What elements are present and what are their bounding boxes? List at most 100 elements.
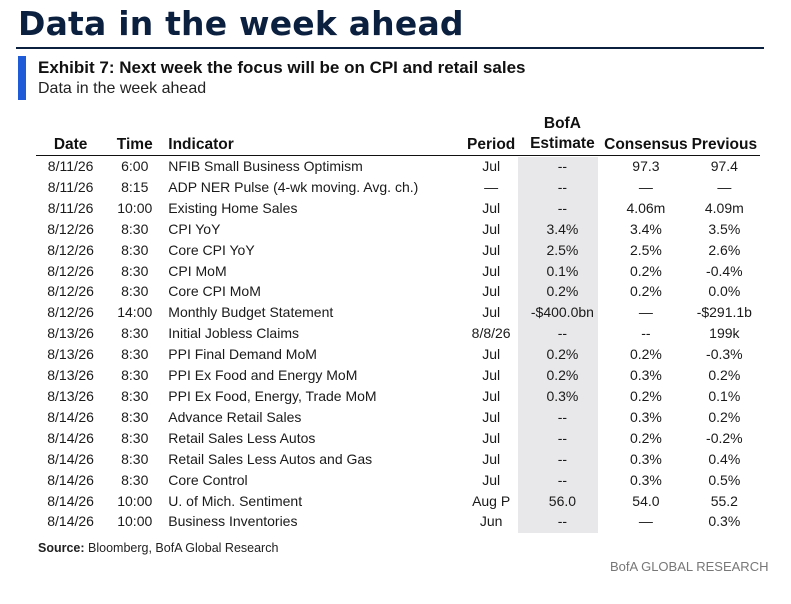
cell-previous: -0.2%	[706, 429, 743, 446]
cell-consensus: —	[638, 178, 653, 195]
cell-consensus: —	[638, 513, 653, 530]
cell-consensus: 54.0	[632, 492, 660, 509]
table-row: 8/13/26 8:30 PPI Ex Food, Energy, Trade Mo…	[36, 386, 760, 407]
cell-time: 8:15	[121, 178, 149, 195]
cell-previous: 0.4%	[708, 450, 741, 467]
cell-time: 8:30	[121, 241, 149, 258]
cell-time: 10:00	[117, 199, 153, 216]
cell-date: 8/13/26	[47, 387, 94, 404]
cell-date: 8/13/26	[47, 346, 94, 363]
cell-date: 8/14/26	[47, 471, 94, 488]
header-bofa-line1: BofA	[543, 115, 581, 132]
cell-consensus: 0.2%	[629, 429, 662, 446]
cell-previous: —	[717, 178, 732, 195]
cell-date: 8/12/26	[47, 241, 94, 258]
table-row: 8/14/26 10:00 U. of Mich. Sentiment Aug P 56…	[36, 491, 760, 512]
cell-date: 8/11/26	[47, 178, 94, 195]
cell-consensus: 0.3%	[629, 367, 662, 384]
cell-consensus: --	[641, 325, 651, 342]
cell-date: 8/14/26	[47, 513, 94, 530]
table-row: 8/12/26 8:30 Core CPI MoM Jul 0.2% 0.2% 0.0%	[36, 281, 760, 302]
cell-previous: 3.5%	[708, 220, 741, 237]
cell-previous: 97.4	[710, 158, 738, 174]
cell-period: Jul	[482, 346, 501, 363]
cell-indicator: PPI Ex Food, Energy, Trade MoM	[168, 387, 377, 404]
title-divider	[16, 47, 764, 49]
header-date: Date	[53, 136, 88, 153]
table-header-row: Date Time Indicator Period BofA Estimate …	[36, 112, 760, 156]
table-row: 8/12/26 8:30 Core CPI YoY Jul 2.5% 2.5% 2.6%	[36, 240, 760, 261]
data-calendar-table-container: Date Time Indicator Period BofA Estimate …	[36, 112, 764, 533]
table-row: 8/11/26 6:00 NFIB Small Business Optimism J…	[36, 156, 760, 177]
cell-consensus: 3.4%	[629, 220, 662, 237]
source-note: Source: Bloomberg, BofA Global Research	[38, 541, 278, 555]
cell-consensus: 0.3%	[629, 471, 662, 488]
cell-indicator: Advance Retail Sales	[168, 408, 302, 425]
cell-time: 6:00	[121, 158, 149, 174]
cell-bofa-estimate: --	[557, 513, 568, 530]
cell-indicator: CPI MoM	[168, 262, 227, 279]
source-text: Bloomberg, BofA Global Research	[88, 541, 279, 555]
table-row: 8/14/26 8:30 Retail Sales Less Autos and G…	[36, 449, 760, 470]
cell-previous: 55.2	[710, 492, 738, 509]
cell-bofa-estimate: 0.2%	[546, 283, 579, 300]
cell-consensus: 0.2%	[629, 283, 662, 300]
cell-consensus: —	[638, 304, 653, 321]
bofa-estimate-column-highlight	[518, 157, 598, 533]
cell-bofa-estimate: --	[557, 429, 568, 446]
cell-time: 8:30	[121, 367, 149, 384]
cell-date: 8/12/26	[47, 283, 94, 300]
cell-bofa-estimate: 2.5%	[546, 241, 579, 258]
cell-period: Aug P	[472, 492, 511, 509]
cell-bofa-estimate: --	[557, 450, 568, 467]
cell-time: 8:30	[121, 325, 149, 342]
cell-time: 8:30	[121, 450, 149, 467]
table-row: 8/12/26 14:00 Monthly Budget Statement Jul -…	[36, 302, 760, 323]
cell-indicator: Monthly Budget Statement	[168, 304, 334, 321]
cell-previous: -0.4%	[706, 262, 743, 279]
table-body: 8/11/26 6:00 NFIB Small Business Optimism J…	[36, 156, 760, 533]
cell-date: 8/12/26	[47, 304, 94, 321]
cell-indicator: Retail Sales Less Autos	[168, 429, 316, 446]
cell-previous: 0.1%	[708, 387, 741, 404]
cell-previous: -0.3%	[706, 346, 743, 363]
exhibit-accent-bar	[18, 56, 26, 100]
cell-date: 8/11/26	[47, 199, 94, 216]
cell-date: 8/12/26	[47, 220, 94, 237]
table-row: 8/13/26 8:30 PPI Ex Food and Energy MoM Jul…	[36, 365, 760, 386]
cell-previous: 0.2%	[708, 367, 741, 384]
cell-time: 10:00	[117, 513, 153, 530]
cell-indicator: PPI Ex Food and Energy MoM	[168, 367, 358, 384]
cell-time: 8:30	[121, 283, 149, 300]
header-period: Period	[467, 136, 516, 153]
header-time: Time	[116, 136, 153, 153]
cell-consensus: 4.06m	[626, 199, 666, 216]
cell-bofa-estimate: --	[557, 325, 568, 342]
exhibit-subtitle: Data in the week ahead	[38, 80, 207, 97]
cell-time: 10:00	[117, 492, 153, 509]
table-row: 8/12/26 8:30 CPI YoY Jul 3.4% 3.4% 3.5%	[36, 219, 760, 240]
cell-indicator: U. of Mich. Sentiment	[168, 492, 303, 509]
cell-indicator: Initial Jobless Claims	[168, 325, 299, 342]
header-previous: Previous	[691, 136, 758, 153]
cell-consensus: 0.3%	[629, 450, 662, 467]
header-bofa-line2: Estimate	[530, 135, 595, 152]
cell-previous: 2.6%	[708, 241, 741, 258]
table-row: 8/14/26 8:30 Core Control Jul -- 0.3% 0.5%	[36, 470, 760, 491]
cell-indicator: Business Inventories	[168, 513, 298, 530]
cell-period: Jul	[482, 471, 501, 488]
table-row: 8/14/26 8:30 Advance Retail Sales Jul -- 0.3%…	[36, 407, 760, 428]
cell-date: 8/14/26	[47, 408, 94, 425]
cell-bofa-estimate: --	[557, 471, 568, 488]
cell-period: —	[484, 178, 499, 195]
cell-time: 8:30	[121, 408, 149, 425]
cell-indicator: NFIB Small Business Optimism	[168, 158, 363, 174]
cell-period: Jul	[482, 387, 501, 404]
cell-time: 8:30	[121, 220, 149, 237]
cell-consensus: 0.2%	[629, 262, 662, 279]
table-row: 8/14/26 10:00 Business Inventories Jun -- — 0.…	[36, 511, 760, 532]
cell-period: Jul	[482, 241, 501, 258]
cell-period: Jul	[482, 262, 501, 279]
cell-indicator: CPI YoY	[168, 220, 221, 237]
cell-bofa-estimate: 0.1%	[546, 262, 579, 279]
